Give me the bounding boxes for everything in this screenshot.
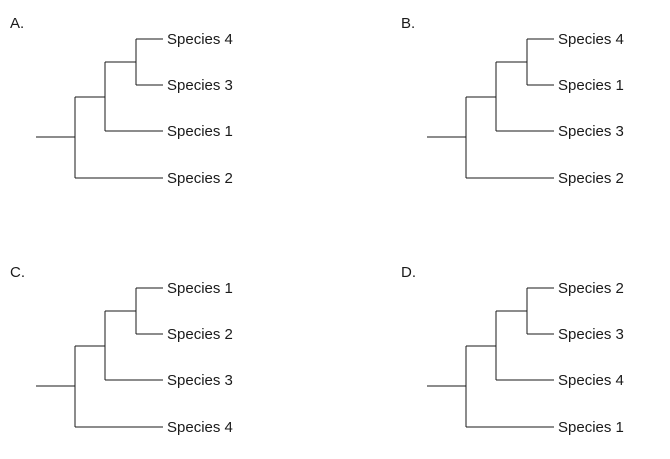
leaf-label: Species 2 xyxy=(558,170,624,187)
leaf-label: Species 2 xyxy=(167,170,233,187)
option-d-label: D. xyxy=(401,264,416,281)
option-b-cladogram xyxy=(427,38,554,179)
leaf-label: Species 1 xyxy=(167,123,233,140)
option-c-cladogram xyxy=(36,287,163,428)
leaf-label: Species 4 xyxy=(167,419,233,436)
option-c-tree: C. Species 1 Species 2 Species 3 Species… xyxy=(0,249,280,449)
option-b-tree: B. Species 4 Species 1 Species 3 Species… xyxy=(391,0,670,200)
leaf-label: Species 2 xyxy=(167,326,233,343)
leaf-label: Species 3 xyxy=(558,326,624,343)
leaf-label: Species 3 xyxy=(167,77,233,94)
option-c-label: C. xyxy=(10,264,25,281)
leaf-label: Species 2 xyxy=(558,280,624,297)
option-a-cladogram xyxy=(36,38,163,179)
leaf-label: Species 1 xyxy=(558,419,624,436)
leaf-label: Species 4 xyxy=(167,31,233,48)
leaf-label: Species 3 xyxy=(558,123,624,140)
option-d-tree: D. Species 2 Species 3 Species 4 Species… xyxy=(391,249,670,449)
leaf-label: Species 1 xyxy=(558,77,624,94)
leaf-label: Species 4 xyxy=(558,372,624,389)
leaf-label: Species 4 xyxy=(558,31,624,48)
option-b-label: B. xyxy=(401,15,416,32)
option-a-label: A. xyxy=(10,15,25,32)
leaf-label: Species 3 xyxy=(167,372,233,389)
option-a-tree: A. Species 4 Species 3 Species 1 Species… xyxy=(0,0,280,200)
option-d-cladogram xyxy=(427,287,554,428)
leaf-label: Species 1 xyxy=(167,280,233,297)
